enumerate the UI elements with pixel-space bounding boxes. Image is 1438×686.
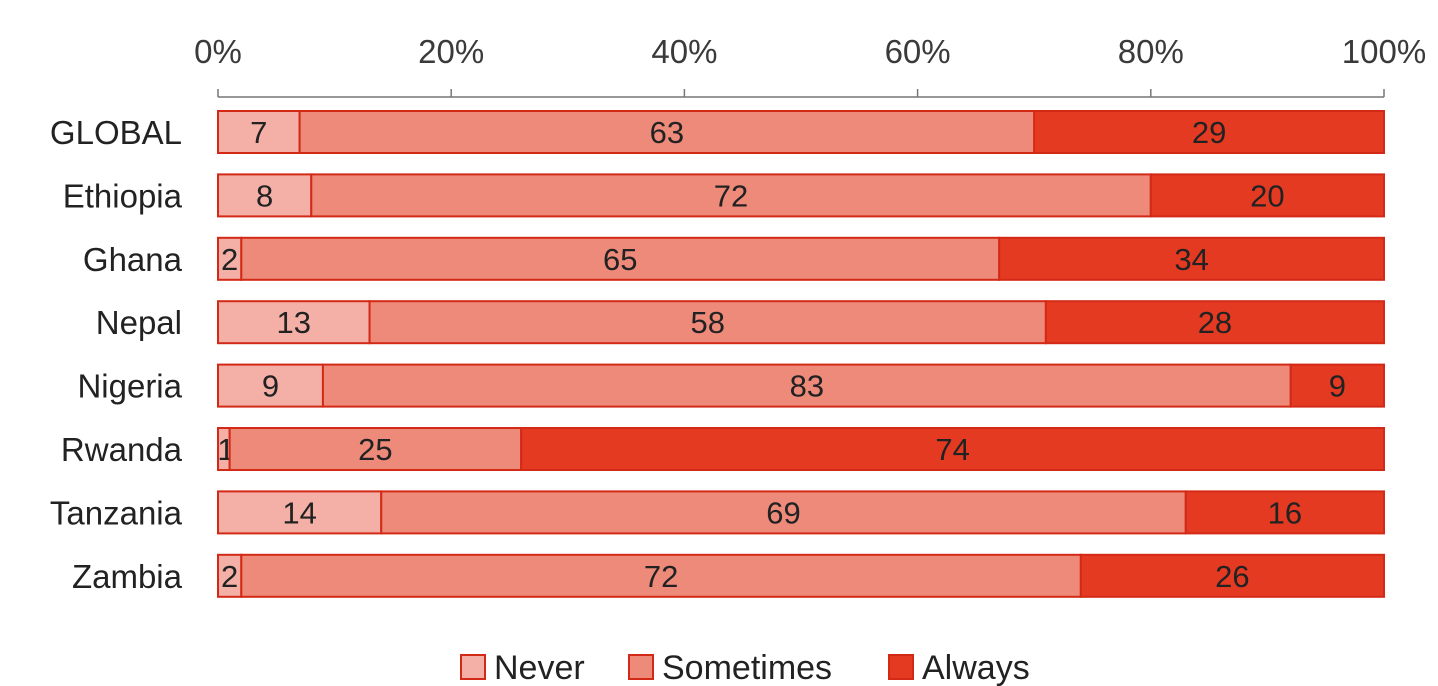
data-label: 28 xyxy=(1198,305,1232,340)
category-label: Zambia xyxy=(72,558,183,595)
data-label: 7 xyxy=(250,115,267,150)
legend: Never Sometimes Always xyxy=(461,649,1030,686)
x-tick-label: 0% xyxy=(194,33,242,70)
x-tick-label: 40% xyxy=(651,33,717,70)
legend-label-sometimes: Sometimes xyxy=(662,649,832,686)
data-label: 8 xyxy=(256,178,273,213)
legend-swatch-sometimes xyxy=(629,655,653,679)
data-label: 26 xyxy=(1215,559,1249,594)
data-label: 29 xyxy=(1192,115,1226,150)
category-label: Nigeria xyxy=(77,368,182,405)
x-axis: 0% 20% 40% 60% 80% 100% xyxy=(194,33,1426,97)
data-label: 34 xyxy=(1174,242,1208,277)
legend-label-always: Always xyxy=(922,649,1030,686)
data-label: 2 xyxy=(221,242,238,277)
data-label: 63 xyxy=(650,115,684,150)
data-label: 72 xyxy=(714,178,748,213)
data-label: 16 xyxy=(1268,495,1302,530)
category-label: Nepal xyxy=(96,304,182,341)
data-label: 2 xyxy=(221,559,238,594)
data-label: 9 xyxy=(1329,369,1346,404)
category-label: Rwanda xyxy=(61,431,183,468)
data-label: 20 xyxy=(1250,178,1284,213)
data-label: 72 xyxy=(644,559,678,594)
data-label: 9 xyxy=(262,369,279,404)
data-label: 25 xyxy=(358,432,392,467)
legend-swatch-always xyxy=(889,655,913,679)
x-tick-label: 20% xyxy=(418,33,484,70)
category-label: GLOBAL xyxy=(50,114,182,151)
data-label: 74 xyxy=(935,432,969,467)
data-label: 69 xyxy=(766,495,800,530)
category-label: Ethiopia xyxy=(63,177,183,214)
data-label: 13 xyxy=(277,305,311,340)
data-label: 65 xyxy=(603,242,637,277)
data-label: 83 xyxy=(790,369,824,404)
x-tick-label: 100% xyxy=(1342,33,1426,70)
data-label: 58 xyxy=(690,305,724,340)
category-label: Tanzania xyxy=(50,494,183,531)
data-label: 14 xyxy=(282,495,316,530)
legend-label-never: Never xyxy=(494,649,585,686)
category-label: Ghana xyxy=(83,241,183,278)
x-tick-label: 80% xyxy=(1118,33,1184,70)
x-tick-label: 60% xyxy=(885,33,951,70)
legend-swatch-never xyxy=(461,655,485,679)
category-labels: GLOBAL Ethiopia Ghana Nepal Nigeria Rwanda Tan… xyxy=(50,114,183,595)
